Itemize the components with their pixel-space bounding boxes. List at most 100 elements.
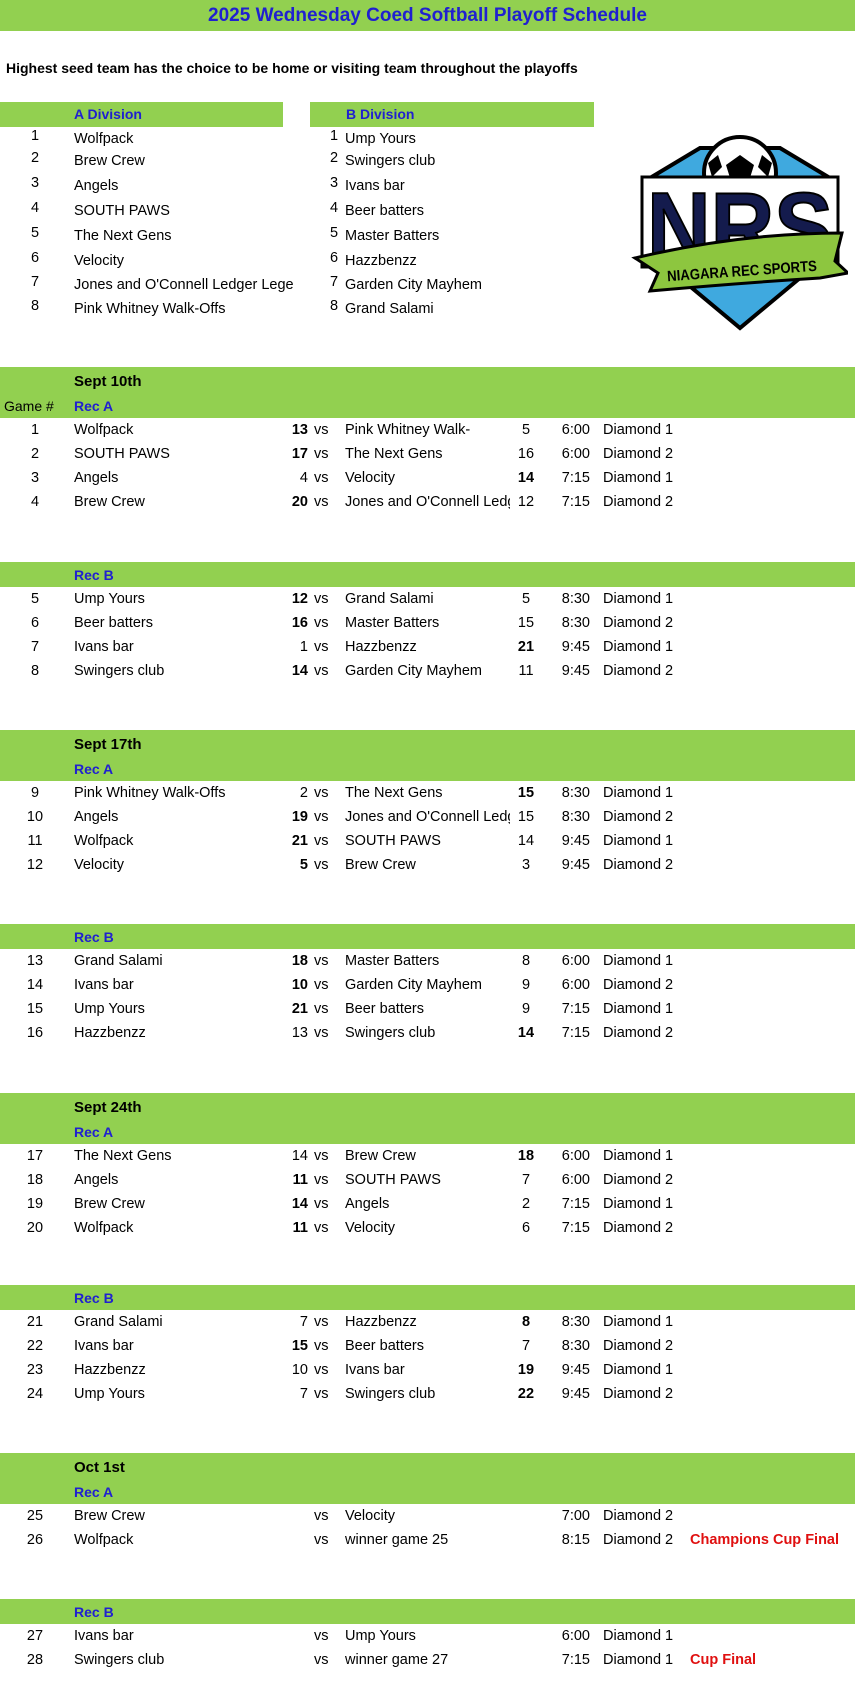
team2-name: Angels [345,1196,390,1212]
team2-name: SOUTH PAWS [345,833,441,849]
game-field: Diamond 1 [603,1628,674,1644]
vs-label: vs [314,591,329,607]
team1-name: Wolfpack [74,833,134,849]
vs-label: vs [314,1025,329,1041]
team2-score: 7 [521,1338,531,1354]
team1-score: 13 [291,422,308,438]
team1-score: 12 [291,591,308,607]
team1-name: Brew Crew [74,1508,145,1524]
seed-number: 4 [330,200,339,216]
section-rec-label: Rec A [74,761,114,777]
team1-score: 13 [291,1025,308,1041]
team-name: Master Batters [345,228,440,244]
team1-name: Wolfpack [74,1220,134,1236]
team1-score: 15 [291,1338,308,1354]
game-number: 19 [26,1196,44,1212]
team-name: SOUTH PAWS [74,203,170,219]
game-number: 1 [30,422,40,438]
table-row: 27 Ivans bar vs Ump Yours 6:00 Diamond 1 [0,1626,855,1648]
table-row: 14 Ivans bar 10 vs Garden City Mayhem 9 6:00 Di… [0,975,855,997]
section-rec-label: Rec B [74,929,114,945]
game-field: Diamond 2 [603,1508,674,1524]
game-field: Diamond 2 [603,809,674,825]
team2-name: The Next Gens [345,785,443,801]
game-time: 7:15 [561,494,590,510]
team1-name: Beer batters [74,615,153,631]
game-number: 7 [30,639,40,655]
game-number: 12 [26,857,44,873]
game-number: 20 [26,1220,44,1236]
team-name: Swingers club [345,153,436,169]
section-date: Sept 24th [74,1099,142,1116]
game-field: Diamond 1 [603,1001,674,1017]
section-rec-label: Rec A [74,1484,114,1500]
seed-number: 8 [30,298,40,314]
section-date: Sept 17th [74,736,142,753]
team1-name: Angels [74,809,119,825]
game-number: 14 [26,977,44,993]
section-header: Rec B [0,1285,855,1310]
game-time: 8:15 [561,1532,590,1548]
game-time: 7:15 [561,470,590,486]
team1-name: Swingers club [74,663,165,679]
game-field: Diamond 2 [603,977,674,993]
vs-label: vs [314,785,329,801]
game-time: 8:30 [561,1314,590,1330]
game-time: 7:00 [561,1508,590,1524]
team-name: Velocity [74,253,124,269]
game-field: Diamond 2 [603,1386,674,1402]
vs-label: vs [314,1386,329,1402]
game-time: 8:30 [561,809,590,825]
vs-label: vs [314,1628,329,1644]
vs-label: vs [314,1220,329,1236]
team1-name: The Next Gens [74,1148,172,1164]
game-field: Diamond 2 [603,1172,674,1188]
team2-score: 15 [517,785,535,801]
game-number: 21 [26,1314,44,1330]
team-name: Ump Yours [345,131,416,147]
team-name: The Next Gens [74,228,172,244]
game-field: Diamond 1 [603,833,674,849]
table-row: 16 Hazzbenzz 13 vs Swingers club 14 7:15 Diamon… [0,1023,855,1045]
team1-score: 11 [292,1172,308,1188]
team1-name: Pink Whitney Walk-Offs [74,785,226,801]
team2-name: Swingers club [345,1386,436,1402]
table-row: 19 Brew Crew 14 vs Angels 2 7:15 Diamond 1 [0,1194,855,1216]
team1-name: Velocity [74,857,124,873]
team2-score: 21 [517,639,535,655]
game-number: 16 [26,1025,44,1041]
game-number-header: Game # [4,398,54,414]
game-number: 18 [26,1172,44,1188]
game-field: Diamond 2 [603,857,674,873]
team2-score: 14 [517,1025,535,1041]
team1-score: 4 [299,470,308,486]
seed-number: 5 [30,225,40,241]
game-field: Diamond 2 [603,446,674,462]
vs-label: vs [314,1532,329,1548]
team-name: Angels [74,178,119,194]
table-row: 12 Velocity 5 vs Brew Crew 3 9:45 Diamond 2 [0,855,855,877]
team2-name: Grand Salami [345,591,434,607]
seed-number: 2 [30,150,40,166]
team1-score: 14 [291,1196,308,1212]
game-time: 7:15 [561,1001,590,1017]
table-row: 8 Swingers club 14 vs Garden City Mayhem 11 9:… [0,661,855,683]
team2-score: 12 [517,494,535,510]
seed-number: 4 [30,200,40,216]
game-time: 6:00 [561,422,590,438]
game-time: 9:45 [561,663,590,679]
vs-label: vs [314,1001,329,1017]
team1-name: Ump Yours [74,1001,145,1017]
seed-number: 6 [30,250,40,266]
vs-label: vs [314,1362,329,1378]
team2-score: 14 [517,470,535,486]
vs-label: vs [314,857,329,873]
team2-name: Ivans bar [345,1362,405,1378]
table-row: 18 Angels 11 vs SOUTH PAWS 7 6:00 Diamond 2 [0,1170,855,1192]
section-header: Rec B [0,1599,855,1624]
vs-label: vs [314,422,329,438]
game-number: 8 [30,663,40,679]
section-header: Sept 24th Rec A [0,1093,855,1144]
vs-label: vs [314,953,329,969]
table-row: 3 Angels 4 vs Velocity 14 7:15 Diamond 1 [0,468,855,490]
